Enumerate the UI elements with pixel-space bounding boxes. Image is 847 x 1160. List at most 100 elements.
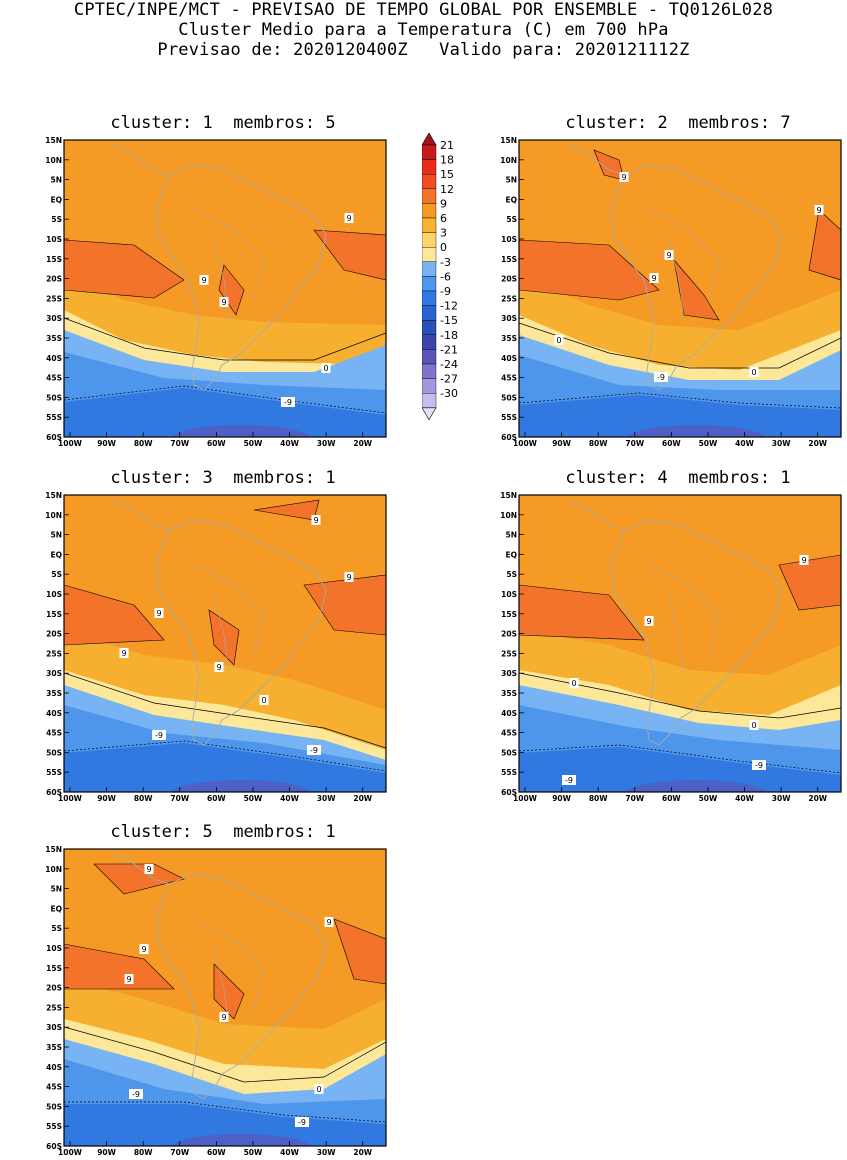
- lat-tick-label: 40S: [501, 709, 517, 718]
- contour-label: 9: [346, 573, 351, 582]
- contour-label: 0: [751, 368, 756, 377]
- lon-tick-label: 90W: [97, 794, 116, 803]
- contour-label: 9: [216, 663, 221, 672]
- lat-tick-label: 30S: [46, 1023, 62, 1032]
- contour-label: -9: [155, 731, 163, 740]
- lat-tick-label: 5N: [51, 531, 63, 540]
- warm-blob-1-3: [313, 229, 386, 281]
- colorbar-label: 9: [440, 197, 447, 210]
- lat-tick-label: 35S: [46, 334, 62, 343]
- lat-tick-label: 10N: [45, 156, 62, 165]
- lat-tick-label: 15S: [501, 610, 517, 619]
- lon-tick-label: 50W: [244, 1148, 263, 1157]
- contour-label: -9: [565, 776, 573, 785]
- lat-tick-label: 15N: [45, 491, 62, 500]
- panel-2-title: cluster: 2 membros: 7: [565, 113, 791, 133]
- lat-tick-label: 60S: [501, 788, 517, 797]
- lat-tick-label: 15N: [500, 136, 517, 145]
- contour-label: 9: [121, 649, 126, 658]
- lon-tick-label: 60W: [207, 794, 226, 803]
- lat-tick-label: 30S: [501, 669, 517, 678]
- lat-tick-label: 15S: [46, 964, 62, 973]
- lon-tick-label: 60W: [207, 439, 226, 448]
- lat-tick-label: 60S: [46, 1142, 62, 1151]
- warm-blob-4-2: [778, 554, 841, 611]
- colorbar-label: -27: [440, 373, 458, 386]
- panel-3-map: 9 9 9 9 9 0 -9 -9 15N 10N 5N EQ 5S 10S 15S 20S 25S 30S 35S…: [30, 490, 390, 806]
- lat-tick-label: 10S: [46, 235, 62, 244]
- contour-label: 9: [146, 865, 151, 874]
- lat-tick-label: 25S: [46, 649, 62, 658]
- contour-label: 9: [816, 206, 821, 215]
- lon-tick-label: 20W: [353, 794, 372, 803]
- lon-tick-label: 30W: [772, 439, 791, 448]
- colorbar-label: -12: [440, 300, 458, 313]
- lat-tick-label: 5N: [51, 885, 63, 894]
- lon-tick-label: 30W: [317, 794, 336, 803]
- lon-tick-label: 50W: [244, 794, 263, 803]
- lat-tick-label: 5S: [51, 215, 62, 224]
- lat-tick-label: 5S: [51, 570, 62, 579]
- lat-tick-label: 20S: [501, 630, 517, 639]
- lon-tick-label: 90W: [552, 794, 571, 803]
- colorbar-label: -30: [440, 387, 458, 400]
- lat-tick-label: 50S: [46, 1102, 62, 1111]
- contour-label: 9: [221, 298, 226, 307]
- lon-tick-label: 20W: [808, 439, 827, 448]
- lat-tick-label: 5S: [51, 924, 62, 933]
- lon-tick-label: 80W: [134, 794, 153, 803]
- lat-tick-label: 20S: [46, 984, 62, 993]
- lon-tick-label: 20W: [808, 794, 827, 803]
- warm-blob-5-1: [64, 943, 175, 990]
- lat-tick-label: 5N: [51, 176, 63, 185]
- warm-blob-5-3: [333, 918, 386, 985]
- colorbar-label: 21: [440, 139, 454, 152]
- temperature-map-2: 9 9 9 9 0 0 -9 15N 10N 5N EQ 5S 10S 15S 20S 25S 30S 35S 40…: [500, 136, 842, 448]
- lat-tick-label: 40S: [46, 709, 62, 718]
- lat-tick-label: 20S: [501, 275, 517, 284]
- lon-tick-label: 100W: [58, 1148, 83, 1157]
- lon-tick-label: 80W: [589, 794, 608, 803]
- colorbar-label: 3: [440, 227, 447, 240]
- contour-label: 9: [801, 556, 806, 565]
- lat-tick-label: 35S: [501, 689, 517, 698]
- lat-tick-label: 55S: [46, 768, 62, 777]
- warm-blob-2-1: [519, 239, 660, 301]
- contour-label: 9: [126, 975, 131, 984]
- lat-tick-label: 50S: [46, 748, 62, 757]
- lat-tick-label: 10N: [500, 156, 517, 165]
- lon-tick-label: 40W: [735, 794, 754, 803]
- warm-blob-2-2: [673, 258, 720, 321]
- temperature-map-5: 9 9 9 9 9 0 -9 -9 15N 10N 5N EQ 5S 10S 15S 20S 25S 30S 35S…: [45, 845, 387, 1157]
- temperature-map-1: 9 9 9 0 -9 15N 10N 5N EQ 5S 10S 15S 20S 25S 30S 35S 40S 4…: [45, 136, 387, 448]
- contour-label: 9: [346, 214, 351, 223]
- lat-tick-label: 50S: [501, 748, 517, 757]
- colorbar-label: -3: [440, 256, 451, 269]
- contour-label: -9: [132, 1090, 140, 1099]
- warm-blob-4-1: [519, 584, 645, 641]
- lat-tick-label: 10S: [46, 590, 62, 599]
- warm-blob-3-4: [253, 499, 320, 521]
- lat-tick-label: 60S: [46, 433, 62, 442]
- lat-tick-label: 45S: [501, 374, 517, 383]
- lon-tick-label: 70W: [625, 439, 644, 448]
- lon-tick-label: 70W: [625, 794, 644, 803]
- header-line-3: Previsao de: 2020120400Z Valido para: 20…: [157, 40, 690, 60]
- contour-label: -9: [310, 746, 318, 755]
- contour-label: 9: [156, 609, 161, 618]
- lat-tick-label: 40S: [46, 354, 62, 363]
- lat-tick-label: EQ: [51, 195, 63, 204]
- panel-2-map: 9 9 9 9 0 0 -9 15N 10N 5N EQ 5S 10S 15S 20S 25S 30S 35S 40…: [485, 135, 845, 451]
- lat-tick-label: 35S: [46, 689, 62, 698]
- lon-tick-label: 30W: [772, 794, 791, 803]
- lat-tick-label: 60S: [501, 433, 517, 442]
- lat-tick-label: 10N: [45, 511, 62, 520]
- lat-tick-label: 5S: [506, 215, 517, 224]
- lon-tick-label: 40W: [280, 794, 299, 803]
- lon-tick-label: 60W: [207, 1148, 226, 1157]
- lon-tick-label: 100W: [513, 439, 538, 448]
- lat-tick-label: 15N: [45, 845, 62, 854]
- contour-label: 0: [316, 1085, 321, 1094]
- lon-tick-label: 20W: [353, 439, 372, 448]
